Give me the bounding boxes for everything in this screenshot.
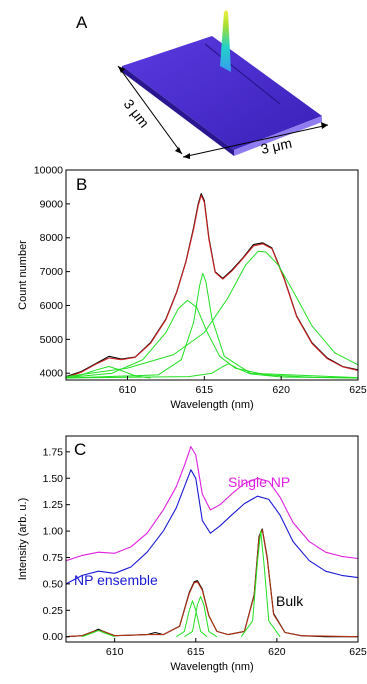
- series-single-np: [66, 446, 358, 562]
- series-bulk-fit: [66, 529, 358, 638]
- x-tick-label: 620: [268, 646, 286, 658]
- y-tick-label: 1.00: [43, 526, 64, 538]
- x-tick-label: 610: [106, 646, 124, 658]
- y-tick-label: 10000: [34, 165, 63, 177]
- series-component: [240, 530, 281, 637]
- x-axis-label: Wavelength (nm): [170, 661, 253, 673]
- annotation-np-ensemble: NP ensemble: [74, 572, 158, 588]
- series-group: [66, 446, 358, 638]
- y-tick-label: 9000: [40, 198, 64, 210]
- x-tick-label: 620: [272, 384, 290, 396]
- y-tick-label: 5000: [40, 334, 64, 346]
- x-tick-label: 615: [187, 646, 205, 658]
- dim-arrow: [183, 153, 190, 159]
- x-tick-label: 610: [119, 384, 137, 396]
- dim-label-right: 3 μm: [259, 135, 293, 157]
- panel-a-label: A: [76, 13, 88, 32]
- panel-b: B 610 615 620 625 4000 5000 6000 7000 8000 9000 10…: [17, 165, 367, 412]
- y-tick-label: 0.00: [43, 631, 64, 643]
- series-component: [66, 272, 358, 379]
- x-tick-label: 625: [349, 384, 367, 396]
- surface-peak: [220, 10, 231, 72]
- y-tick-label: 1.75: [43, 446, 64, 458]
- plot-frame: [65, 435, 359, 643]
- y-tick-label: 4000: [40, 368, 64, 380]
- dim-line-right: [182, 124, 329, 158]
- y-tick-label: 7000: [40, 266, 64, 278]
- series-component: [66, 299, 358, 379]
- y-tick-label: 0.25: [43, 605, 64, 617]
- y-tick-label: 0.75: [43, 552, 64, 564]
- series-component: [184, 596, 218, 638]
- dim-arrow: [321, 122, 328, 129]
- series-measured: [66, 193, 358, 378]
- dim-arrow: [118, 66, 125, 73]
- y-tick-label: 0.50: [43, 578, 64, 590]
- panel-b-label: B: [76, 175, 87, 194]
- annotation-bulk: Bulk: [276, 593, 304, 609]
- x-tick-label: 615: [196, 384, 214, 396]
- series-component: [176, 600, 208, 638]
- surface-side-left: [122, 66, 234, 156]
- x-axis-label: Wavelength (nm): [170, 399, 253, 411]
- y-tick-label: 6000: [40, 300, 64, 312]
- panel-a: A 3 μm 3 μm: [76, 10, 329, 159]
- surface-top: [122, 36, 322, 150]
- y-axis-label: Intensity (arb. u.): [17, 498, 29, 581]
- y-tick-label: 8000: [40, 232, 64, 244]
- series-fit-total: [66, 194, 358, 378]
- series-group: [66, 193, 358, 379]
- surface-ridge: [204, 43, 281, 105]
- series-component: [82, 629, 115, 638]
- dim-arrow: [175, 147, 182, 154]
- series-component: [66, 363, 358, 379]
- series-ensemble: [66, 469, 358, 585]
- y-tick-label: 1.50: [43, 473, 64, 485]
- y-axis-label: Count number: [17, 240, 29, 310]
- plot-frame: [65, 169, 359, 381]
- dim-line-left: [117, 65, 183, 155]
- dim-label-left: 3 μm: [121, 96, 153, 131]
- x-tick-label: 625: [349, 646, 367, 658]
- annotation-single-np: Single NP: [228, 474, 290, 490]
- panel-c-label: C: [74, 440, 86, 459]
- panel-c: C 610 615 620 625 0.00 0.25 0.50 0.75 1.00 1.25 1.…: [17, 435, 367, 673]
- series-component: [66, 250, 358, 378]
- y-tick-label: 1.25: [43, 499, 64, 511]
